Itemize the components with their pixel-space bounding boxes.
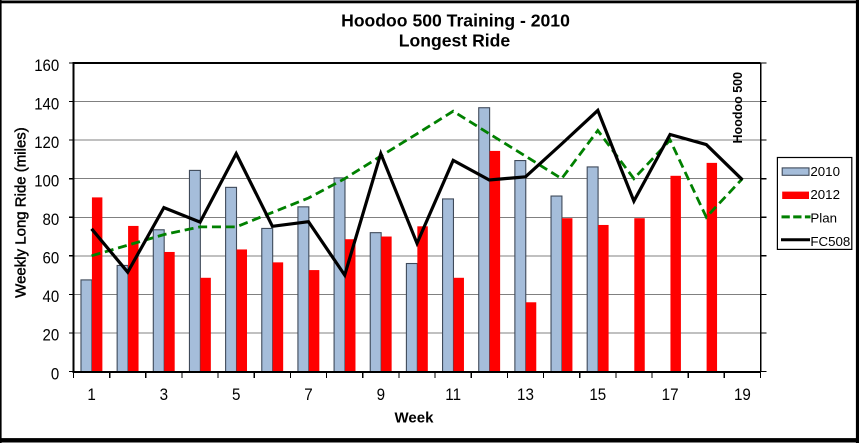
svg-text:0: 0 bbox=[51, 366, 59, 384]
svg-text:140: 140 bbox=[34, 96, 59, 114]
svg-text:19: 19 bbox=[734, 385, 751, 404]
svg-text:7: 7 bbox=[304, 385, 312, 404]
svg-text:9: 9 bbox=[377, 385, 385, 404]
svg-text:2012: 2012 bbox=[810, 187, 840, 202]
svg-text:Week: Week bbox=[395, 410, 435, 427]
svg-text:80: 80 bbox=[43, 211, 60, 229]
svg-text:Weekly Long Ride (miles): Weekly Long Ride (miles) bbox=[13, 127, 30, 298]
svg-text:2010: 2010 bbox=[810, 164, 840, 179]
svg-text:Hoodoo 500: Hoodoo 500 bbox=[731, 72, 745, 144]
svg-text:60: 60 bbox=[43, 250, 60, 268]
svg-text:13: 13 bbox=[517, 385, 534, 404]
svg-text:Longest Ride: Longest Ride bbox=[399, 31, 511, 51]
svg-text:100: 100 bbox=[34, 173, 59, 191]
svg-text:20: 20 bbox=[43, 327, 60, 345]
svg-text:3: 3 bbox=[160, 385, 168, 404]
svg-text:15: 15 bbox=[589, 385, 606, 404]
svg-text:Plan: Plan bbox=[810, 211, 837, 226]
svg-text:11: 11 bbox=[445, 385, 461, 404]
svg-text:40: 40 bbox=[43, 288, 60, 306]
svg-text:17: 17 bbox=[662, 385, 679, 404]
svg-text:5: 5 bbox=[232, 385, 240, 404]
svg-text:120: 120 bbox=[34, 134, 59, 152]
svg-text:160: 160 bbox=[34, 57, 59, 75]
svg-text:1: 1 bbox=[87, 385, 95, 404]
svg-text:Hoodoo 500 Training - 2010: Hoodoo 500 Training - 2010 bbox=[341, 11, 570, 31]
svg-text:FC508: FC508 bbox=[810, 234, 850, 249]
